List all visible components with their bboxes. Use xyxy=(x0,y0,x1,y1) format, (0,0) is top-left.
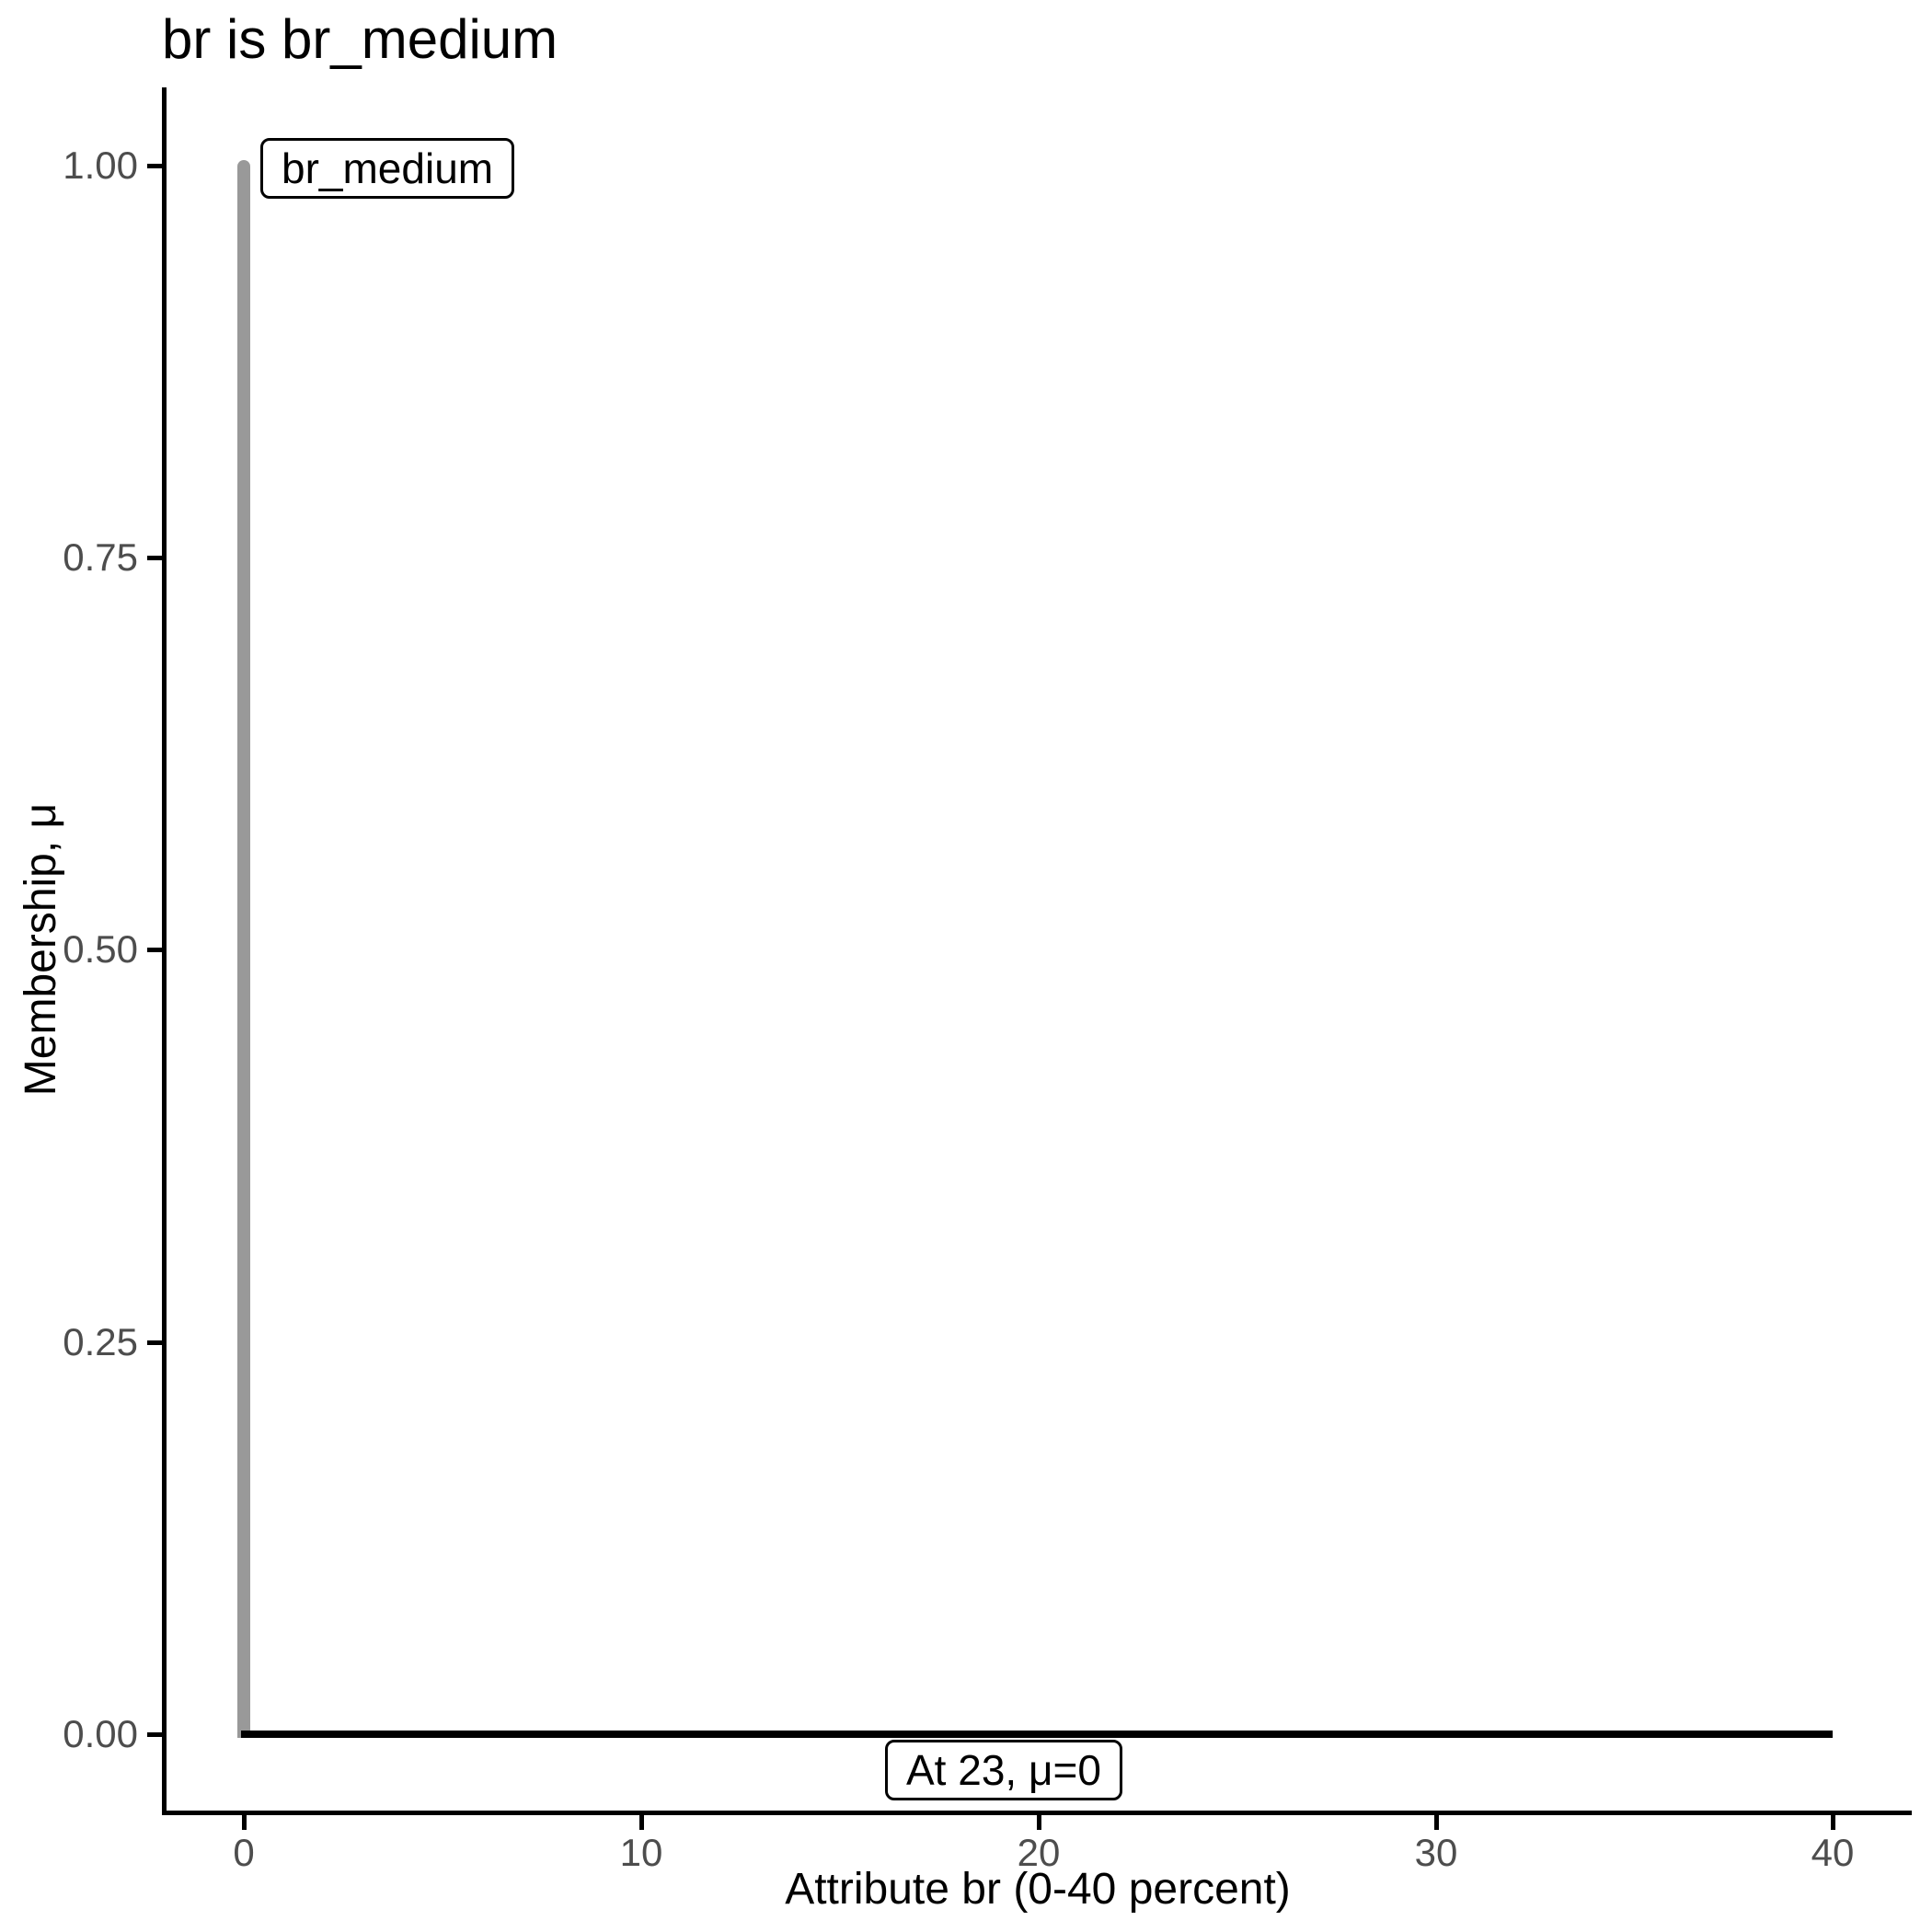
x-tick-label-30: 30 xyxy=(1414,1831,1458,1874)
y-axis-title: Membership, μ xyxy=(17,802,65,1097)
x-tick-label-0: 0 xyxy=(233,1831,255,1874)
x-tick-30 xyxy=(1434,1815,1439,1830)
x-tick-0 xyxy=(242,1815,247,1830)
x-axis-title: Attribute br (0-40 percent) xyxy=(785,1865,1291,1914)
annotation-at-23-mu-0: At 23, μ=0 xyxy=(885,1740,1122,1800)
x-tick-label-20: 20 xyxy=(1017,1831,1061,1874)
y-tick-1.00 xyxy=(147,164,162,168)
annotation-br-medium: br_medium xyxy=(260,138,515,199)
y-tick-0.50 xyxy=(147,948,162,952)
y-tick-label-1.00: 1.00 xyxy=(63,144,138,187)
y-axis-line xyxy=(162,87,167,1815)
y-tick-label-0.25: 0.25 xyxy=(63,1320,138,1363)
y-tick-0.75 xyxy=(147,556,162,560)
chart-title: br is br_medium xyxy=(162,8,558,70)
x-tick-label-40: 40 xyxy=(1811,1831,1855,1874)
x-tick-20 xyxy=(1037,1815,1041,1830)
x-tick-10 xyxy=(639,1815,644,1830)
series-br-medium-spike xyxy=(237,160,250,1738)
y-tick-label-0.50: 0.50 xyxy=(63,927,138,971)
y-tick-0.00 xyxy=(147,1732,162,1737)
y-tick-0.25 xyxy=(147,1340,162,1345)
y-tick-label-0.00: 0.00 xyxy=(63,1712,138,1755)
x-tick-label-10: 10 xyxy=(619,1831,663,1874)
x-tick-40 xyxy=(1831,1815,1835,1830)
y-tick-label-0.75: 0.75 xyxy=(63,535,138,579)
series-zero-baseline xyxy=(241,1731,1833,1738)
x-axis-line xyxy=(162,1811,1912,1815)
